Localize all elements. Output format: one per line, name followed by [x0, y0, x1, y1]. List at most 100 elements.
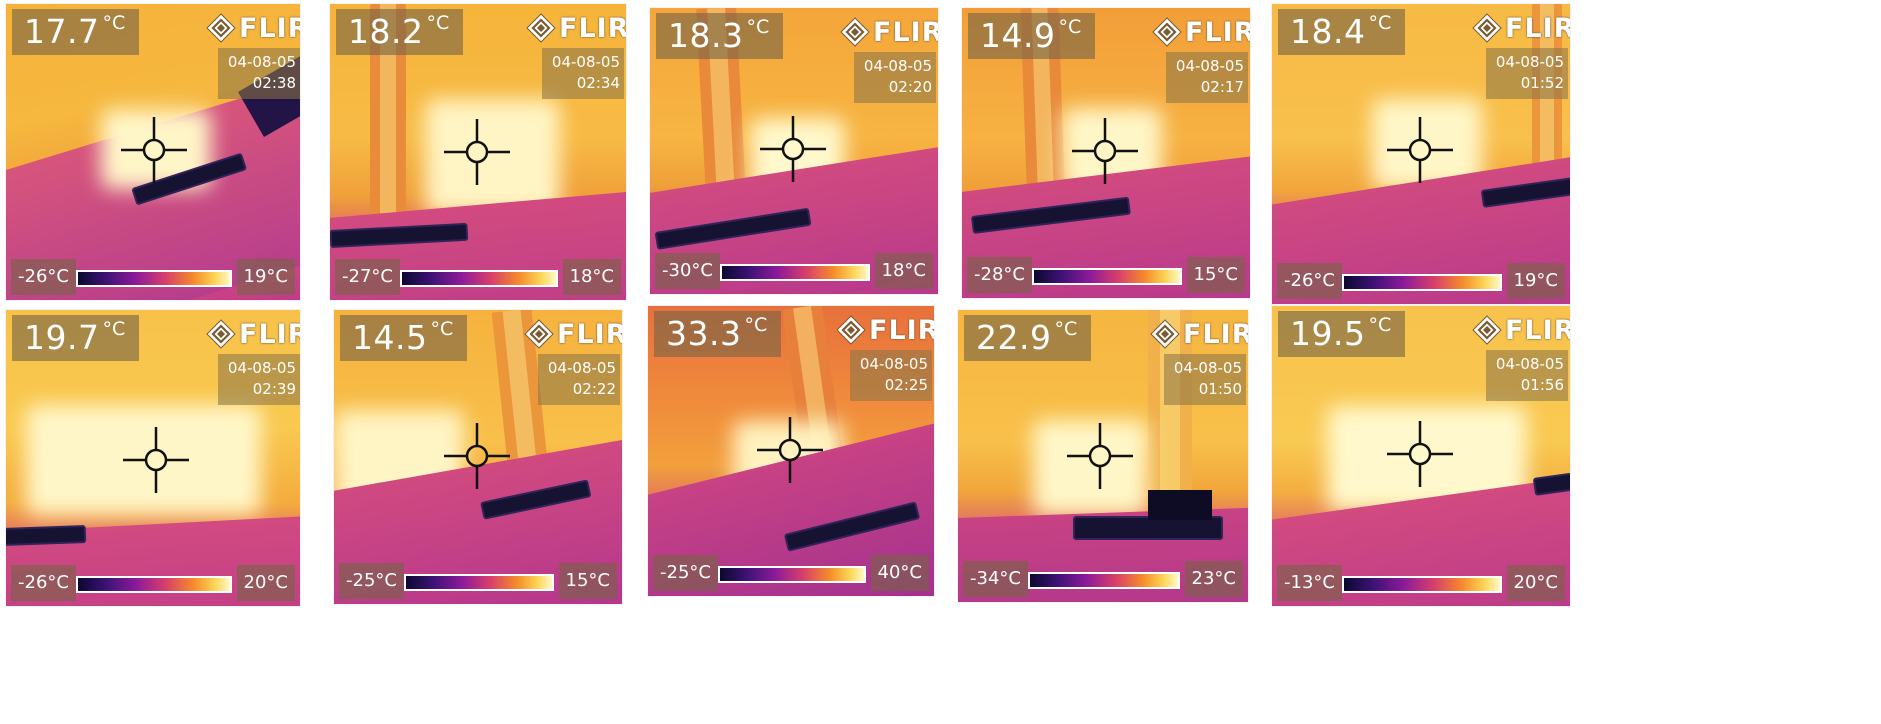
crosshair-icon	[760, 116, 826, 182]
crosshair-icon	[757, 417, 823, 483]
capture-date: 04-08-05	[551, 53, 620, 71]
flir-logo: FLIR	[1472, 314, 1570, 346]
scale-min: -26°C	[11, 259, 76, 295]
capture-time: 01:50	[1198, 380, 1242, 398]
thermal-image-tile[interactable]: 19.7 °C FLIR 04-08-05 02:39 -26°C 20°C	[6, 310, 300, 606]
capture-date: 04-08-05	[1495, 355, 1564, 373]
thermal-image-tile[interactable]: 14.9 °C FLIR 04-08-05 02:17 -28°C 15°C	[962, 8, 1250, 298]
flir-logo-icon	[206, 13, 236, 43]
capture-datetime: 04-08-05 02:22	[538, 354, 620, 405]
scale-min: -28°C	[967, 257, 1032, 293]
capture-datetime: 04-08-05 02:34	[542, 48, 624, 99]
flir-logo-text: FLIR	[1505, 314, 1570, 346]
scale-max: 23°C	[1184, 561, 1243, 597]
scale-max: 19°C	[1506, 263, 1565, 299]
scale-color-bar	[1342, 576, 1502, 593]
thermal-image-tile[interactable]: 18.2 °C FLIR 04-08-05 02:34 -27°C 18°C	[330, 4, 626, 300]
thermal-hot-spot	[425, 99, 560, 214]
spot-temperature-unit: °C	[102, 318, 126, 340]
flir-logo: FLIR	[206, 13, 300, 44]
thermal-image-tile[interactable]: 33.3 °C FLIR 04-08-05 02:25 -25°C 40°C	[648, 306, 934, 596]
temperature-scale: -26°C 19°C	[1272, 263, 1570, 299]
thermal-image-tile[interactable]: 22.9 °C FLIR 04-08-05 01:50 -34°C 23°C	[958, 310, 1248, 602]
spot-temperature-value: 18.3	[668, 16, 744, 55]
spot-temperature: 17.7 °C	[12, 9, 140, 55]
scale-color-bar	[1028, 572, 1180, 589]
flir-logo: FLIR	[526, 12, 626, 44]
flir-logo-text: FLIR	[1505, 12, 1570, 44]
thermal-image-tile[interactable]: 14.5 °C FLIR 04-08-05 02:22 -25°C 15°C	[334, 310, 622, 604]
spot-temperature: 14.5 °C	[340, 315, 468, 361]
flir-logo-icon	[840, 17, 870, 47]
scale-min: -25°C	[339, 563, 404, 599]
flir-logo-icon	[836, 315, 866, 345]
spot-temperature-value: 14.9	[980, 16, 1056, 55]
spot-temperature: 22.9 °C	[964, 315, 1092, 361]
temperature-scale: -27°C 18°C	[330, 259, 626, 295]
spot-temperature-unit: °C	[744, 314, 768, 336]
thermal-image-tile[interactable]: 19.5 °C FLIR 04-08-05 01:56 -13°C 20°C	[1272, 306, 1570, 606]
scale-color-bar	[1032, 268, 1182, 285]
capture-datetime: 04-08-05 02:17	[1166, 52, 1248, 103]
scale-max: 18°C	[874, 253, 933, 289]
scale-color-bar	[400, 270, 558, 287]
spot-temperature-unit: °C	[1368, 314, 1392, 336]
crosshair-icon	[444, 119, 510, 185]
temperature-scale: -25°C 15°C	[334, 563, 622, 599]
crosshair-icon	[1387, 117, 1453, 183]
flir-logo: FLIR	[1472, 12, 1570, 44]
capture-date: 04-08-05	[1173, 359, 1242, 377]
flir-logo: FLIR	[840, 17, 938, 48]
scale-color-bar	[718, 566, 866, 583]
spot-temperature-unit: °C	[430, 318, 454, 340]
spot-temperature-unit: °C	[746, 16, 770, 38]
capture-time: 02:25	[884, 376, 928, 394]
crosshair-icon	[123, 427, 189, 493]
spot-temperature-unit: °C	[426, 12, 450, 34]
spot-temperature-value: 18.2	[348, 12, 424, 51]
spot-temperature-value: 33.3	[666, 314, 742, 353]
flir-logo-icon	[524, 319, 554, 349]
scale-min: -34°C	[963, 561, 1028, 597]
spot-temperature: 19.5 °C	[1278, 311, 1406, 357]
flir-logo-icon	[206, 319, 236, 349]
spot-temperature-value: 18.4	[1290, 12, 1366, 51]
scale-max: 19°C	[236, 259, 295, 295]
scale-min: -25°C	[653, 555, 718, 591]
temperature-scale: -34°C 23°C	[958, 561, 1248, 597]
scale-min: -13°C	[1277, 565, 1342, 601]
crosshair-icon	[1387, 421, 1453, 487]
thermal-image-tile[interactable]: 17.7 °C FLIR 04-08-05 02:38 -26°C 19°C	[6, 4, 300, 300]
scale-color-bar	[1342, 274, 1502, 291]
flir-logo: FLIR	[1152, 16, 1250, 48]
capture-date: 04-08-05	[863, 57, 932, 75]
flir-logo-text: FLIR	[1185, 16, 1250, 48]
spot-temperature-value: 19.7	[24, 318, 100, 357]
capture-date: 04-08-05	[547, 359, 616, 377]
flir-logo-text: FLIR	[239, 318, 300, 350]
spot-temperature-value: 17.7	[24, 12, 100, 51]
scale-min: -27°C	[335, 259, 400, 295]
temperature-scale: -26°C 19°C	[6, 259, 300, 295]
spot-temperature-unit: °C	[1054, 318, 1078, 340]
spot-temperature-unit: °C	[1368, 12, 1392, 34]
scale-min: -30°C	[655, 253, 720, 289]
spot-temperature-unit: °C	[1058, 16, 1082, 38]
flir-logo-icon	[1152, 17, 1182, 47]
thermal-image-tile[interactable]: 18.4 °C FLIR 04-08-05 01:52 -26°C 19°C	[1272, 4, 1570, 304]
capture-datetime: 04-08-05 01:50	[1164, 354, 1246, 405]
scale-color-bar	[720, 264, 870, 281]
temperature-scale: -28°C 15°C	[962, 257, 1250, 293]
capture-datetime: 04-08-05 02:25	[850, 350, 932, 401]
capture-time: 02:34	[576, 74, 620, 92]
thermal-image-tile[interactable]: 18.3 °C FLIR 04-08-05 02:20 -30°C 18°C	[650, 8, 938, 294]
scale-color-bar	[76, 270, 232, 287]
capture-time: 01:56	[1520, 376, 1564, 394]
flir-logo-text: FLIR	[559, 12, 626, 44]
scale-max: 20°C	[236, 565, 295, 601]
spot-temperature-value: 14.5	[352, 318, 428, 357]
temperature-scale: -25°C 40°C	[648, 555, 934, 591]
scale-min: -26°C	[1277, 263, 1342, 299]
flir-logo-icon	[1472, 315, 1502, 345]
